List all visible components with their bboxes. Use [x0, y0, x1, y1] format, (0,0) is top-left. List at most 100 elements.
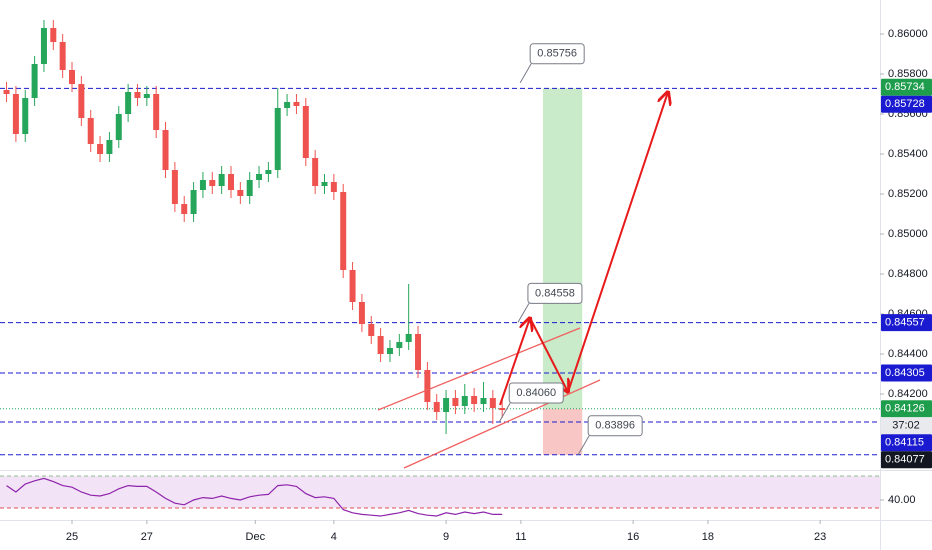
candle-body — [31, 64, 38, 98]
drawings — [377, 92, 668, 469]
callout-label: 0.85756 — [537, 48, 577, 60]
price-tag — [881, 95, 932, 113]
candle-body — [40, 28, 47, 64]
candle-body — [69, 70, 76, 84]
candle-body — [265, 170, 272, 174]
x-tick-label: 25 — [66, 531, 78, 543]
candle-body — [452, 398, 459, 406]
y-tick-label: 0.85000 — [888, 228, 928, 240]
candle-body — [97, 144, 104, 154]
candle-body — [22, 98, 29, 134]
candle-body — [386, 348, 393, 354]
tag-layer: 0.85734 0.85728 0.84557 0.84305 0.84126 37:02… — [881, 78, 932, 469]
axis-layer: 0.842000.844000.846000.848000.850000.852… — [66, 28, 928, 543]
profit-zone — [542, 88, 583, 409]
candle-body — [480, 398, 487, 404]
callout-pointer — [519, 63, 532, 84]
candle-body — [78, 84, 85, 118]
candle-body — [50, 28, 57, 42]
candle-body — [190, 190, 197, 214]
candle-body — [415, 334, 422, 370]
price-tag — [881, 417, 932, 435]
candle-body — [246, 180, 253, 196]
y-tick-label: 0.85200 — [888, 188, 928, 200]
price-tag — [881, 314, 932, 332]
price-tag-label: 37:02 — [892, 420, 920, 432]
rsi-band — [0, 476, 880, 508]
callout-pointer — [577, 435, 590, 456]
price-tag — [881, 451, 932, 469]
callout-pointer — [498, 402, 511, 423]
callout-box — [527, 282, 583, 304]
candle-body — [143, 94, 150, 98]
candle-body — [256, 174, 263, 180]
price-tag-label: 0.84077 — [885, 454, 925, 466]
candle-body — [340, 192, 347, 270]
candle-body — [293, 102, 300, 106]
candle-body — [59, 42, 66, 70]
candle-body — [181, 204, 188, 214]
callout-pointer — [517, 303, 530, 323]
candle-body — [358, 302, 365, 324]
x-tick-label: 9 — [443, 531, 449, 543]
candle-body — [171, 170, 178, 204]
candle-body — [321, 182, 328, 186]
y-tick-label: 0.85400 — [888, 148, 928, 160]
price-tag-label: 0.85728 — [885, 98, 925, 110]
candle-body — [489, 398, 496, 408]
candle-body — [461, 396, 468, 406]
candle-body — [368, 324, 375, 336]
arrow — [499, 318, 530, 406]
candle-body — [471, 396, 478, 404]
loss-zone — [542, 408, 583, 455]
candle-body — [396, 342, 403, 348]
callout-label: 0.83896 — [595, 420, 635, 432]
candle-body — [199, 180, 206, 190]
candle-body — [443, 398, 450, 412]
x-tick-label: Dec — [246, 531, 266, 543]
candle-body — [274, 108, 281, 170]
candle-body — [153, 94, 160, 130]
candle-body — [349, 270, 356, 302]
rsi-layer — [0, 475, 880, 517]
callout-label: 0.84060 — [516, 387, 556, 399]
candle-body — [106, 140, 113, 154]
price-tag — [881, 78, 932, 96]
candle-body — [218, 174, 225, 186]
candle-body — [302, 106, 309, 158]
x-tick-label: 27 — [141, 531, 153, 543]
callout-box — [529, 43, 585, 65]
candle-body — [115, 114, 122, 140]
candle-body — [424, 370, 431, 402]
price-tag-label: 0.84557 — [885, 317, 925, 329]
callout-label: 0.84558 — [535, 287, 575, 299]
price-tag-label: 0.84305 — [885, 367, 925, 379]
x-tick-label: 23 — [814, 531, 826, 543]
price-tag-label: 0.84115 — [885, 437, 924, 449]
rsi-tick-label: 40.00 — [888, 494, 916, 506]
price-tag-label: 0.85734 — [885, 81, 925, 93]
x-tick-label: 18 — [702, 531, 714, 543]
x-tick-label: 11 — [515, 531, 526, 543]
candle-body — [284, 102, 291, 108]
price-tag — [881, 364, 932, 382]
candle-layer — [3, 20, 506, 434]
y-tick-label: 0.85800 — [888, 68, 928, 80]
candle-body — [499, 408, 506, 410]
price-tag-label: 0.84126 — [885, 403, 925, 415]
arrow — [567, 92, 668, 393]
y-tick-label: 0.86000 — [888, 28, 928, 40]
price-tag — [881, 400, 932, 418]
x-tick-label: 4 — [331, 531, 337, 543]
callout-layer: 0.85756 0.84558 0.84060 0.83896 — [498, 43, 643, 456]
candle-body — [377, 336, 384, 354]
candle-body — [162, 130, 169, 170]
candle-body — [134, 92, 141, 98]
rsi-line — [6, 477, 503, 517]
arrow — [529, 317, 568, 392]
callout-box — [508, 382, 564, 404]
candle-body — [227, 174, 234, 190]
y-tick-label: 0.84400 — [888, 348, 928, 360]
